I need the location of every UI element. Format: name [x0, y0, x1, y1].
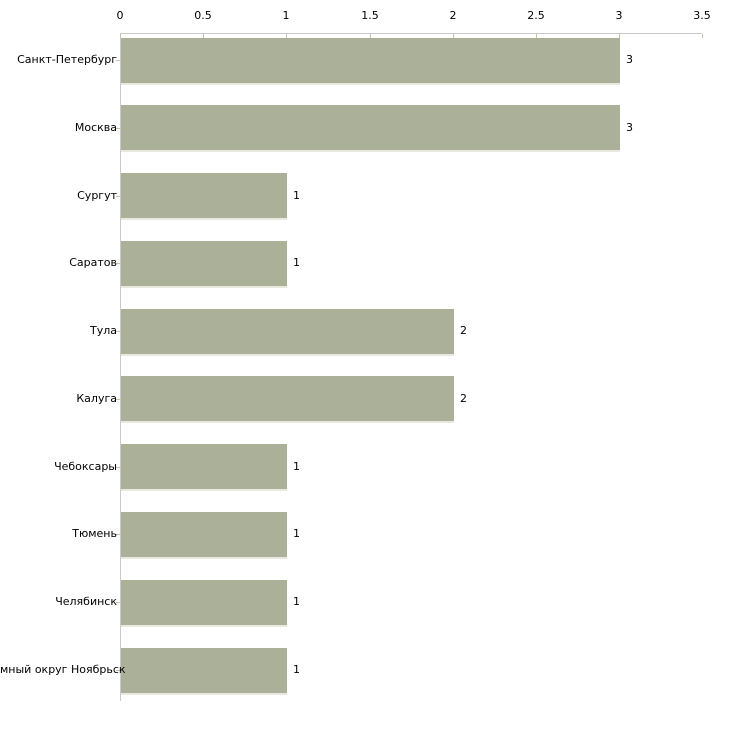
bar	[121, 444, 287, 489]
category-label: Тула	[89, 324, 117, 337]
bar	[121, 105, 620, 150]
x-axis-tick	[619, 34, 620, 38]
x-axis-tick	[702, 34, 703, 38]
bar-value-label: 1	[293, 663, 300, 676]
bar-value-label: 3	[626, 121, 633, 134]
x-axis-tick	[536, 34, 537, 38]
x-axis-line	[120, 33, 702, 34]
category-label: Саратов	[69, 256, 117, 269]
bar	[121, 309, 454, 354]
y-axis-line	[120, 33, 121, 701]
x-axis-tick-label: 0.5	[194, 9, 212, 22]
x-axis-tick-label: 1.5	[361, 9, 379, 22]
category-label: мный округ Ноябрьск	[0, 663, 126, 676]
bar-value-label: 1	[293, 256, 300, 269]
x-axis-tick	[286, 34, 287, 38]
x-axis-tick-label: 2.5	[527, 9, 545, 22]
category-label: Санкт-Петербург	[17, 53, 117, 66]
x-axis-tick-label: 2	[449, 9, 457, 22]
bar	[121, 241, 287, 286]
x-axis-tick-label: 0	[116, 9, 124, 22]
category-label: Тюмень	[72, 527, 117, 540]
x-axis-tick-label: 3.5	[693, 9, 711, 22]
category-label: Москва	[74, 121, 117, 134]
category-tick	[116, 670, 120, 671]
bar	[121, 580, 287, 625]
category-tick	[116, 467, 120, 468]
bar-value-label: 1	[293, 460, 300, 473]
category-tick	[116, 128, 120, 129]
bar-value-label: 1	[293, 189, 300, 202]
category-tick	[116, 534, 120, 535]
x-axis-tick-label: 3	[615, 9, 623, 22]
category-label: Челябинск	[55, 595, 117, 608]
bar-value-label: 2	[460, 324, 467, 337]
bar	[121, 376, 454, 421]
bar-value-label: 2	[460, 392, 467, 405]
x-axis-tick	[453, 34, 454, 38]
bar	[121, 648, 287, 693]
bar	[121, 173, 287, 218]
x-axis-tick-label: 1	[282, 9, 290, 22]
x-axis-tick	[120, 34, 121, 38]
category-tick	[116, 331, 120, 332]
category-label: Чебоксары	[54, 460, 117, 473]
x-axis-tick	[203, 34, 204, 38]
bar-value-label: 1	[293, 527, 300, 540]
category-tick	[116, 602, 120, 603]
bar	[121, 38, 620, 83]
category-tick	[116, 60, 120, 61]
category-label: Калуга	[76, 392, 117, 405]
bar	[121, 512, 287, 557]
category-tick	[116, 399, 120, 400]
bar-value-label: 3	[626, 53, 633, 66]
category-tick	[116, 196, 120, 197]
x-axis-tick	[370, 34, 371, 38]
category-label: Сургут	[77, 189, 117, 202]
category-tick	[116, 263, 120, 264]
bar-value-label: 1	[293, 595, 300, 608]
